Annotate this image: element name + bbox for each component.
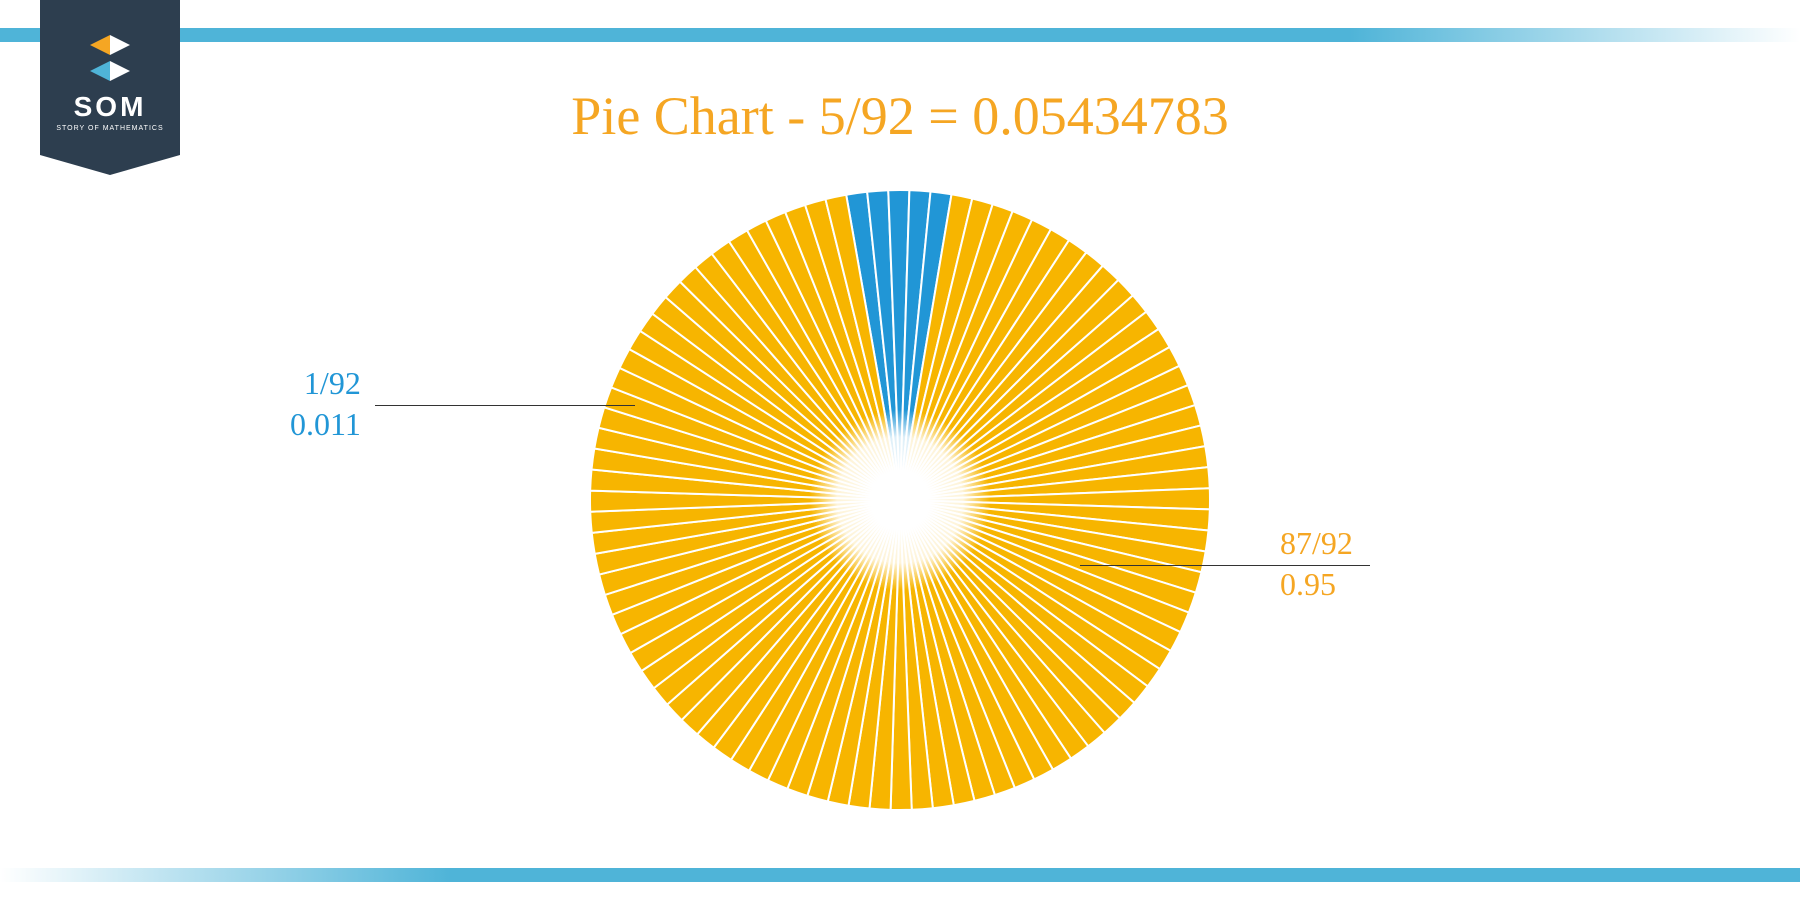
bottom-bar-fade xyxy=(0,868,450,882)
slice-label-right: 87/92 0.95 xyxy=(1280,525,1353,603)
bottom-accent-bar xyxy=(0,868,1800,882)
top-bar-solid xyxy=(0,28,1350,42)
slice-label-left: 1/92 0.011 xyxy=(290,365,361,443)
label-right-decimal: 0.95 xyxy=(1280,566,1353,603)
pie-chart xyxy=(590,190,1210,810)
top-bar-fade xyxy=(1350,28,1800,42)
label-left-fraction: 1/92 xyxy=(290,365,361,402)
top-accent-bar xyxy=(0,28,1800,42)
label-right-fraction: 87/92 xyxy=(1280,525,1353,562)
bottom-bar-solid xyxy=(450,868,1800,882)
logo-icon xyxy=(85,33,135,83)
label-left-decimal: 0.011 xyxy=(290,406,361,443)
chart-title: Pie Chart - 5/92 = 0.05434783 xyxy=(0,85,1800,147)
leader-line-left xyxy=(375,405,635,406)
